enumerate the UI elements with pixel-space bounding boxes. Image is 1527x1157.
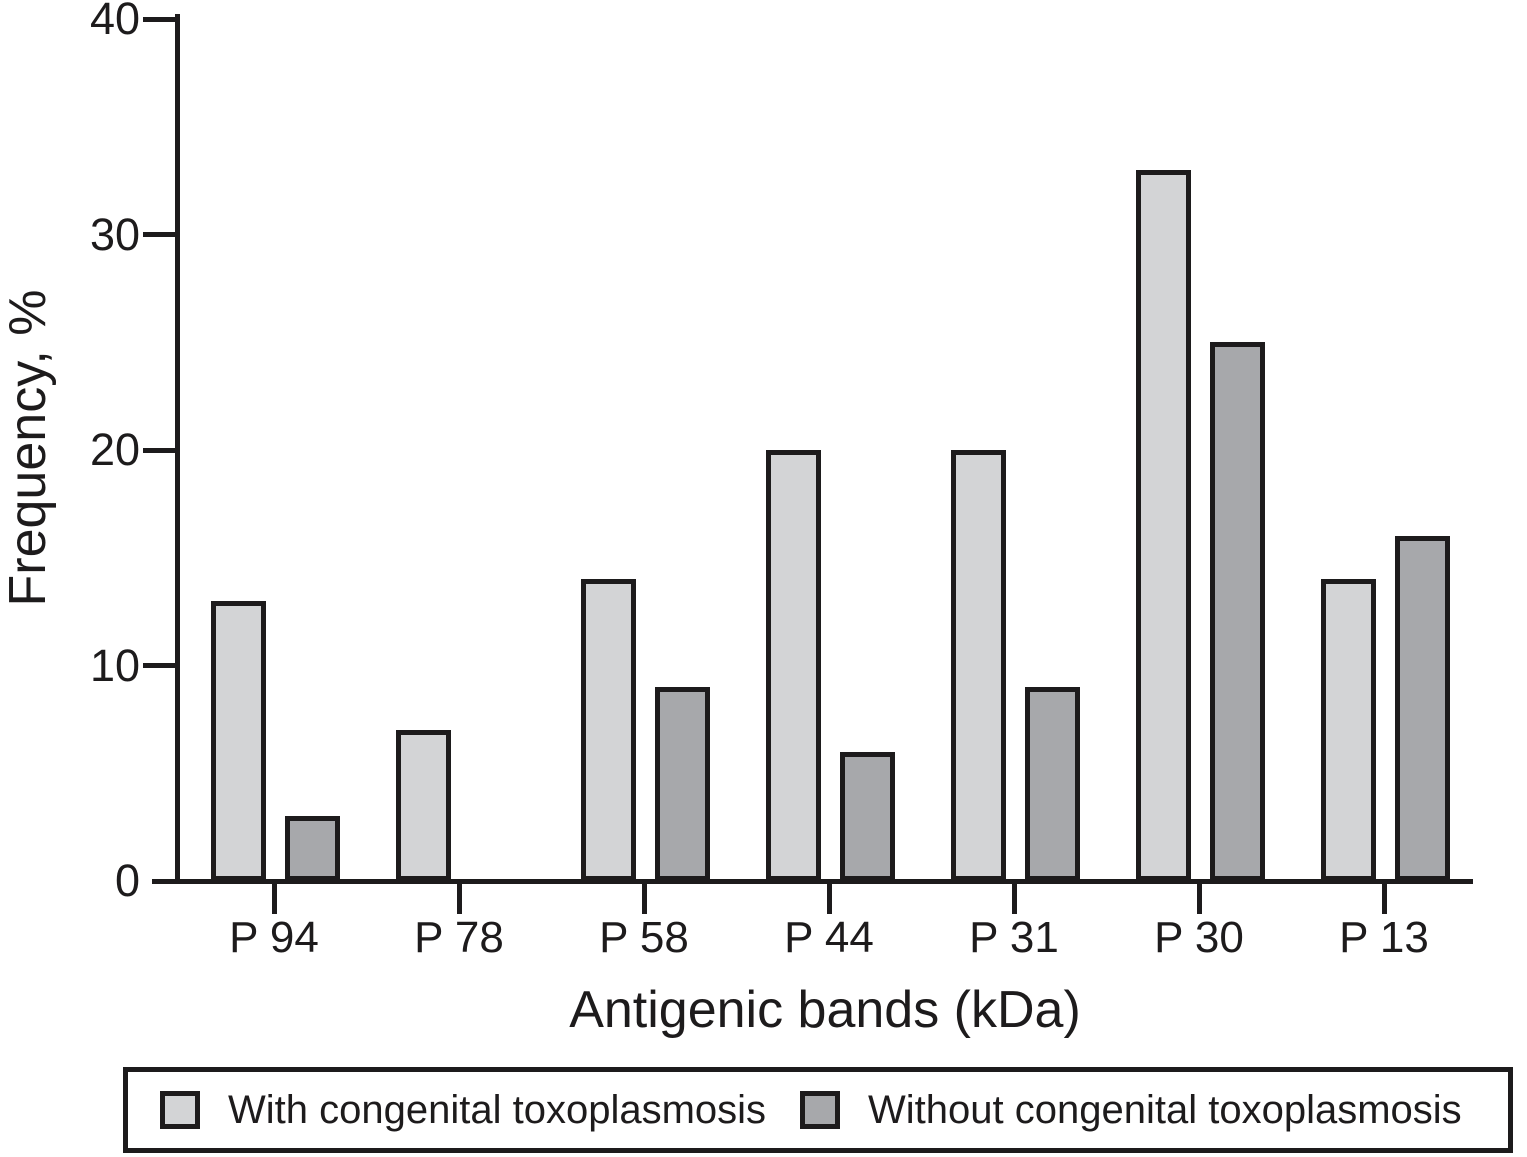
legend-label-with: With congenital toxoplasmosis — [228, 1088, 767, 1132]
y-tick-label: 20 — [89, 424, 140, 475]
bar-with-p58 — [581, 579, 636, 881]
bar-with-p44 — [766, 450, 821, 881]
bar-without-p30 — [1210, 342, 1265, 881]
y-tick — [143, 448, 176, 453]
x-tick — [1382, 884, 1387, 914]
x-tick-label: P 78 — [414, 913, 504, 962]
x-tick-label: P 58 — [599, 913, 689, 962]
x-tick — [642, 884, 647, 914]
legend-label-without: Without congenital toxoplasmosis — [868, 1088, 1462, 1132]
y-axis-line — [175, 14, 180, 884]
x-axis-line — [152, 879, 1473, 884]
x-tick — [272, 884, 277, 914]
x-tick-label: P 44 — [784, 913, 874, 962]
bar-with-p30 — [1136, 170, 1191, 881]
y-tick-label: 40 — [89, 0, 140, 44]
y-tick — [143, 232, 176, 237]
legend-swatch-dark-icon — [800, 1091, 841, 1129]
legend-item-with: With congenital toxoplasmosis — [160, 1086, 766, 1134]
x-tick-label: P 30 — [1154, 913, 1244, 962]
bar-with-p13 — [1321, 579, 1376, 881]
x-tick — [457, 884, 462, 914]
bar-with-p78 — [396, 730, 451, 881]
bar-without-p94 — [285, 816, 340, 881]
legend-item-without: Without congenital toxoplasmosis — [800, 1086, 1462, 1134]
y-tick-label: 10 — [89, 640, 140, 691]
x-axis-title: Antigenic bands (kDa) — [569, 981, 1081, 1039]
bar-with-p31 — [951, 450, 1006, 881]
bar-without-p31 — [1025, 687, 1080, 881]
bar-without-p58 — [655, 687, 710, 881]
x-tick-label: P 13 — [1339, 913, 1429, 962]
x-tick — [1012, 884, 1017, 914]
x-tick-label: P 94 — [229, 913, 319, 962]
y-tick — [143, 17, 176, 22]
x-tick-label: P 31 — [969, 913, 1059, 962]
legend: With congenital toxoplasmosis Without co… — [123, 1067, 1513, 1153]
bar-without-p44 — [840, 752, 895, 881]
y-tick-label: 0 — [114, 855, 140, 906]
bar-without-p13 — [1395, 536, 1450, 881]
x-tick — [1197, 884, 1202, 914]
y-tick — [143, 663, 176, 668]
x-tick — [827, 884, 832, 914]
legend-swatch-light-icon — [160, 1091, 200, 1129]
bar-with-p94 — [211, 601, 266, 881]
y-tick-label: 30 — [89, 209, 140, 260]
